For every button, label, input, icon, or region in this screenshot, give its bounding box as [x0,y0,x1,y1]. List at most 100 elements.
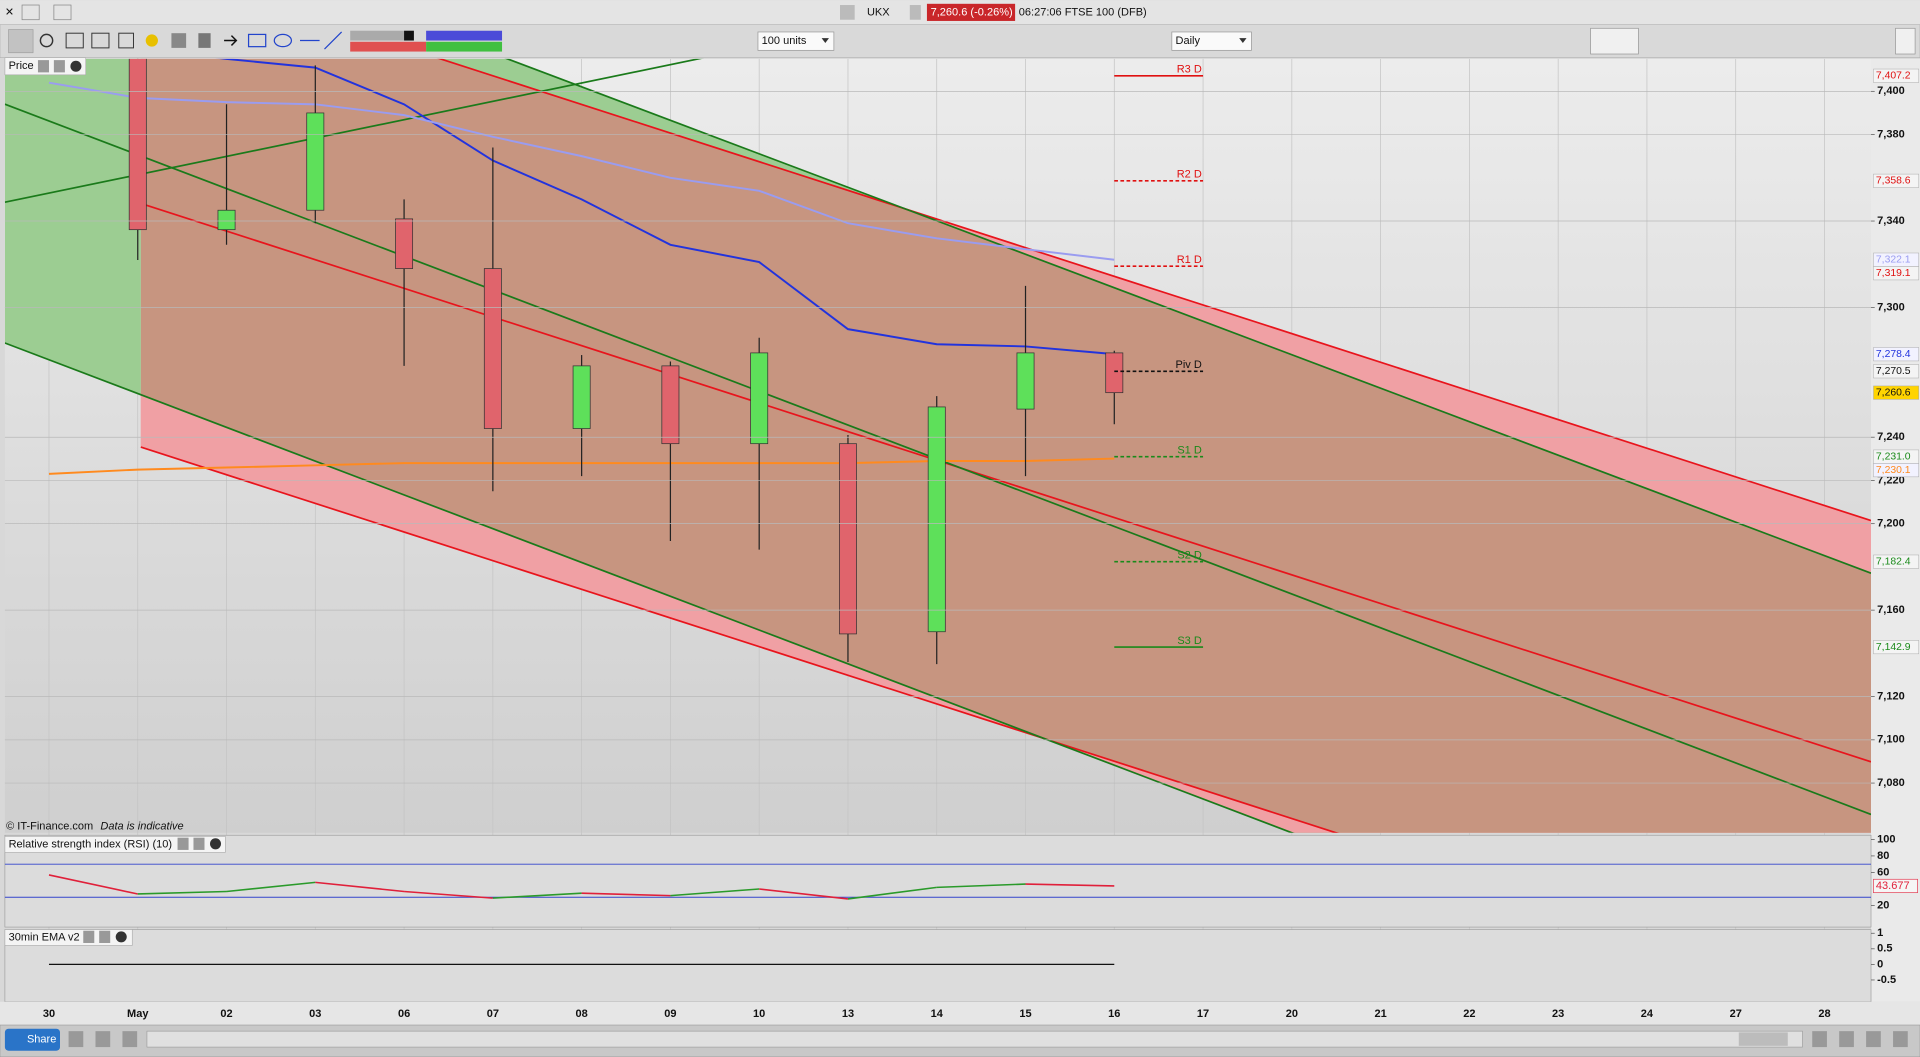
share-button[interactable] [4,1028,60,1051]
x-tick-label: 24 [1641,1008,1654,1020]
value-tag-label: 7,231.0 [1876,451,1911,462]
ellipse-tool[interactable] [273,33,293,48]
zoom-button[interactable] [1839,1031,1854,1048]
candle-body [306,112,325,211]
close-button[interactable]: ✕ [5,6,14,18]
color-palette[interactable] [350,30,503,52]
zoom-button[interactable] [1812,1031,1827,1048]
x-tick-label: 23 [1552,1008,1564,1020]
x-tick-label: 17 [1197,1008,1209,1020]
delete-tool[interactable] [198,33,211,48]
zoom-tool[interactable] [39,33,54,48]
dropdown-arrow [1239,38,1247,43]
rsi-plot [4,834,1872,928]
trend-line [140,446,1339,833]
info-icon[interactable] [909,5,921,20]
x-tick-label: 28 [1818,1008,1830,1020]
close-panel-button[interactable] [70,60,82,72]
panel-title: Relative strength index (RSI) (10) [9,838,172,850]
y-tick-label: 7,160 [1877,604,1905,616]
x-tick-label: 14 [931,1008,944,1020]
value-tag [1873,385,1920,400]
x-tick-label: 06 [398,1008,410,1020]
channel-band [4,58,141,395]
value-tag [1873,640,1920,655]
status-icon[interactable] [122,1031,138,1048]
x-tick-label: 07 [487,1008,499,1020]
y-tick-label: 7,240 [1877,431,1905,443]
trend-line [437,58,1872,522]
settings-button[interactable] [83,930,95,943]
maximize-button[interactable] [193,837,205,850]
trend-line [140,202,1872,763]
x-tick-label: 30 [43,1008,55,1020]
rsi-segment [759,888,849,900]
window-button[interactable] [21,4,40,21]
value-tag-label: 43.677 [1876,880,1910,892]
close-panel-button[interactable] [210,838,222,850]
rsi-segment [137,890,227,895]
maximize-button[interactable] [99,930,111,943]
window-controls[interactable]: ✕ [5,4,72,21]
zoom-button[interactable] [1866,1031,1881,1048]
scrollbar[interactable] [146,1030,1803,1048]
rsi-marks [4,863,1872,900]
maximize-button[interactable] [53,60,65,73]
y-tick-label: 60 [1877,866,1889,878]
price-marks [48,58,1124,665]
pivot-label: Piv D [1176,359,1202,371]
interval-select[interactable] [1171,31,1252,51]
y-tick-label: 7,120 [1877,691,1905,703]
rsi-segment [670,888,760,897]
candle-body [1105,352,1124,394]
value-tag-label: 7,142.9 [1876,642,1911,653]
candle-body [1016,352,1035,410]
chart-style-button[interactable] [1590,27,1639,55]
settings-button[interactable] [37,60,49,73]
rsi-segment [404,890,493,899]
settings-button[interactable] [177,837,189,850]
chart-tool[interactable] [65,32,84,49]
status-icon[interactable] [95,1031,111,1048]
close-panel-button[interactable] [115,931,127,943]
panel-title: Price [9,60,34,72]
pointer-tool[interactable] [8,29,34,54]
rect-tool[interactable] [247,33,267,48]
panel-button[interactable] [1895,27,1916,55]
window-button[interactable] [53,4,72,21]
size-select[interactable] [757,31,835,51]
trend-tool[interactable] [324,31,343,50]
value-tag [1873,68,1920,83]
pivot-label: R3 D [1177,64,1202,76]
alert-tool[interactable] [145,34,158,47]
x-tick-label: 10 [753,1008,765,1020]
text-tool[interactable] [118,32,134,49]
fib-tool[interactable] [91,32,110,49]
x-tick-label: 09 [664,1008,676,1020]
zoom-button[interactable] [1893,1031,1908,1048]
value-tag-label: 7,278.4 [1876,349,1911,360]
pivot-label: R2 D [1177,169,1202,181]
y-tick-label: 0 [1877,958,1883,970]
pivot-label: S1 D [1177,444,1202,456]
candle-body [217,209,236,231]
value-tag [1873,554,1920,569]
arrow-tool[interactable] [224,35,238,46]
tool[interactable] [171,33,187,48]
candle-body [661,365,680,445]
candle-body [128,58,147,231]
x-tick-label: 03 [309,1008,321,1020]
value-tag-label: 7,260.6 [1876,387,1911,398]
rsi-segment [1025,883,1115,887]
date-axis [0,1001,1920,1026]
y-tick-label: 7,080 [1877,777,1905,789]
scroll-thumb[interactable] [1738,1032,1788,1046]
y-tick-label: 80 [1877,850,1889,862]
status-icon[interactable] [68,1031,84,1048]
candle-body [927,406,946,633]
value-tag-label: 7,407.2 [1876,71,1911,82]
value-tag-label: 7,182.4 [1876,556,1911,567]
size-value: 100 units [762,35,807,47]
